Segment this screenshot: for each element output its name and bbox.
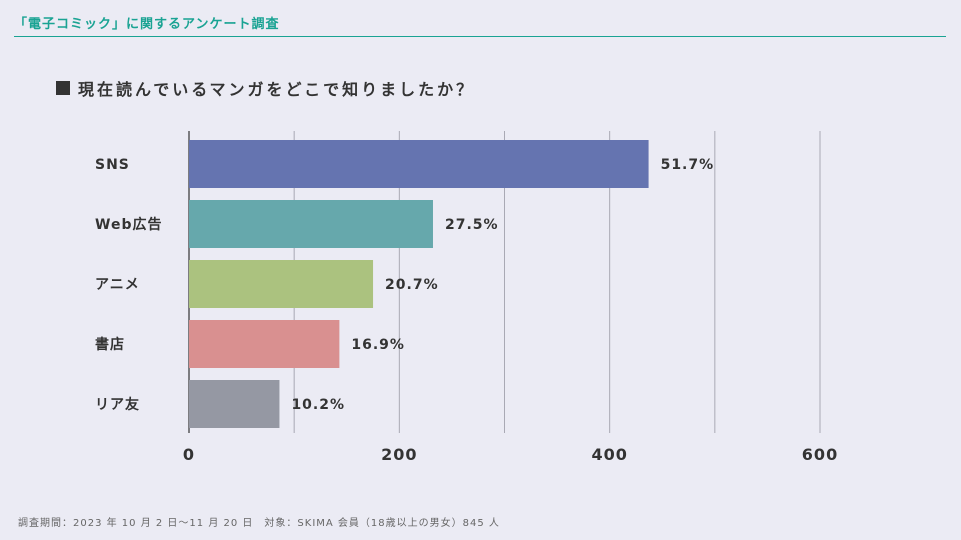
data-label: 27.5% bbox=[445, 217, 499, 233]
bar-5 bbox=[189, 380, 280, 428]
category-label: リア友 bbox=[95, 396, 140, 413]
question-text: 現在読んでいるマンガをどこで知りましたか？ bbox=[78, 80, 476, 99]
bar-3 bbox=[189, 260, 374, 308]
header-divider bbox=[14, 36, 946, 37]
category-label: Web広告 bbox=[95, 216, 162, 233]
category-label: SNS bbox=[95, 157, 130, 173]
x-tick-label: 0 bbox=[183, 445, 195, 464]
x-tick-label: 200 bbox=[381, 445, 417, 464]
x-tick-label: 600 bbox=[802, 445, 838, 464]
survey-title: 「電子コミック」に関するアンケート調査 bbox=[14, 17, 280, 32]
data-label: 16.9% bbox=[351, 337, 405, 353]
data-label: 20.7% bbox=[385, 277, 439, 293]
survey-footnote: 調査期間：2023 年 10 月 2 日〜11 月 20 日 対象：SKIMA … bbox=[18, 518, 500, 529]
category-label: 書店 bbox=[95, 336, 125, 353]
bar-4 bbox=[189, 320, 340, 368]
data-label: 51.7% bbox=[661, 157, 715, 173]
bar-1 bbox=[189, 140, 649, 188]
bar-2 bbox=[189, 200, 433, 248]
question-heading: 現在読んでいるマンガをどこで知りましたか？ bbox=[56, 76, 475, 100]
square-icon bbox=[56, 81, 70, 95]
category-label: アニメ bbox=[95, 277, 140, 293]
data-label: 10.2% bbox=[291, 397, 345, 413]
x-tick-label: 400 bbox=[591, 445, 627, 464]
